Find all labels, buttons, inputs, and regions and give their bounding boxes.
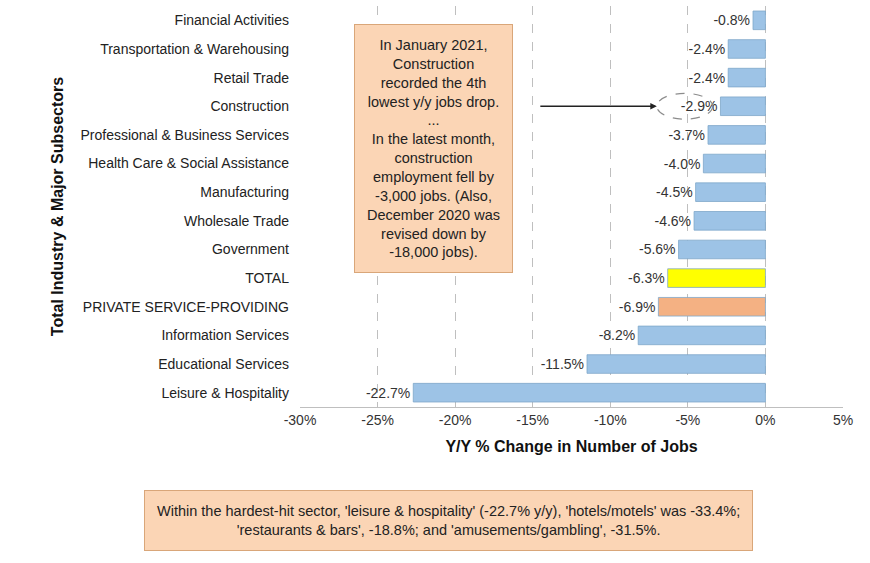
svg-text:-5%: -5% — [675, 412, 700, 428]
svg-text:5%: 5% — [833, 412, 853, 428]
svg-text:Transportation & Warehousing: Transportation & Warehousing — [100, 41, 289, 57]
svg-text:Manufacturing: Manufacturing — [200, 184, 289, 200]
svg-text:-4.0%: -4.0% — [664, 156, 701, 172]
svg-text:-2.9%: -2.9% — [681, 98, 718, 114]
svg-text:-10%: -10% — [594, 412, 627, 428]
svg-text:-5.6%: -5.6% — [639, 241, 676, 257]
svg-text:Information Services: Information Services — [161, 327, 289, 343]
svg-text:-2.4%: -2.4% — [689, 70, 726, 86]
svg-text:Educational Services: Educational Services — [158, 356, 289, 372]
svg-text:Professional & Business Servic: Professional & Business Services — [80, 127, 289, 143]
svg-text:-6.3%: -6.3% — [628, 270, 665, 286]
svg-text:TOTAL: TOTAL — [245, 270, 289, 286]
svg-text:Wholesale Trade: Wholesale Trade — [184, 213, 289, 229]
svg-text:-4.6%: -4.6% — [654, 213, 691, 229]
svg-text:-8.2%: -8.2% — [599, 327, 636, 343]
svg-text:Leisure & Hospitality: Leisure & Hospitality — [161, 385, 289, 401]
svg-text:-6.9%: -6.9% — [619, 299, 656, 315]
svg-text:-4.5%: -4.5% — [656, 184, 693, 200]
svg-text:0%: 0% — [755, 412, 775, 428]
svg-text:Y/Y % Change in Number of Jobs: Y/Y % Change in Number of Jobs — [445, 438, 697, 455]
svg-text:Health Care & Social Assistanc: Health Care & Social Assistance — [88, 155, 289, 171]
svg-text:-2.4%: -2.4% — [689, 41, 726, 57]
svg-text:Retail Trade: Retail Trade — [214, 70, 290, 86]
svg-text:PRIVATE SERVICE-PROVIDING: PRIVATE SERVICE-PROVIDING — [83, 299, 289, 315]
svg-text:-3.7%: -3.7% — [668, 127, 705, 143]
svg-text:-30%: -30% — [284, 412, 317, 428]
svg-text:Construction: Construction — [210, 98, 289, 114]
svg-text:-0.8%: -0.8% — [713, 12, 750, 28]
svg-text:Within the hardest-hit sector,: Within the hardest-hit sector, 'leisure … — [157, 503, 740, 538]
svg-text:-11.5%: -11.5% — [541, 356, 584, 372]
svg-text:-15%: -15% — [516, 412, 549, 428]
svg-text:-25%: -25% — [361, 412, 394, 428]
svg-text:Financial Activities: Financial Activities — [175, 12, 289, 28]
svg-text:Government: Government — [212, 241, 289, 257]
svg-text:Total Industry & Major Subsect: Total Industry & Major Subsectors — [49, 77, 66, 336]
svg-text:-20%: -20% — [439, 412, 472, 428]
svg-text:In January 2021,Constructionre: In January 2021,Constructionrecorded the… — [367, 37, 500, 260]
svg-text:-22.7%: -22.7% — [366, 385, 410, 401]
